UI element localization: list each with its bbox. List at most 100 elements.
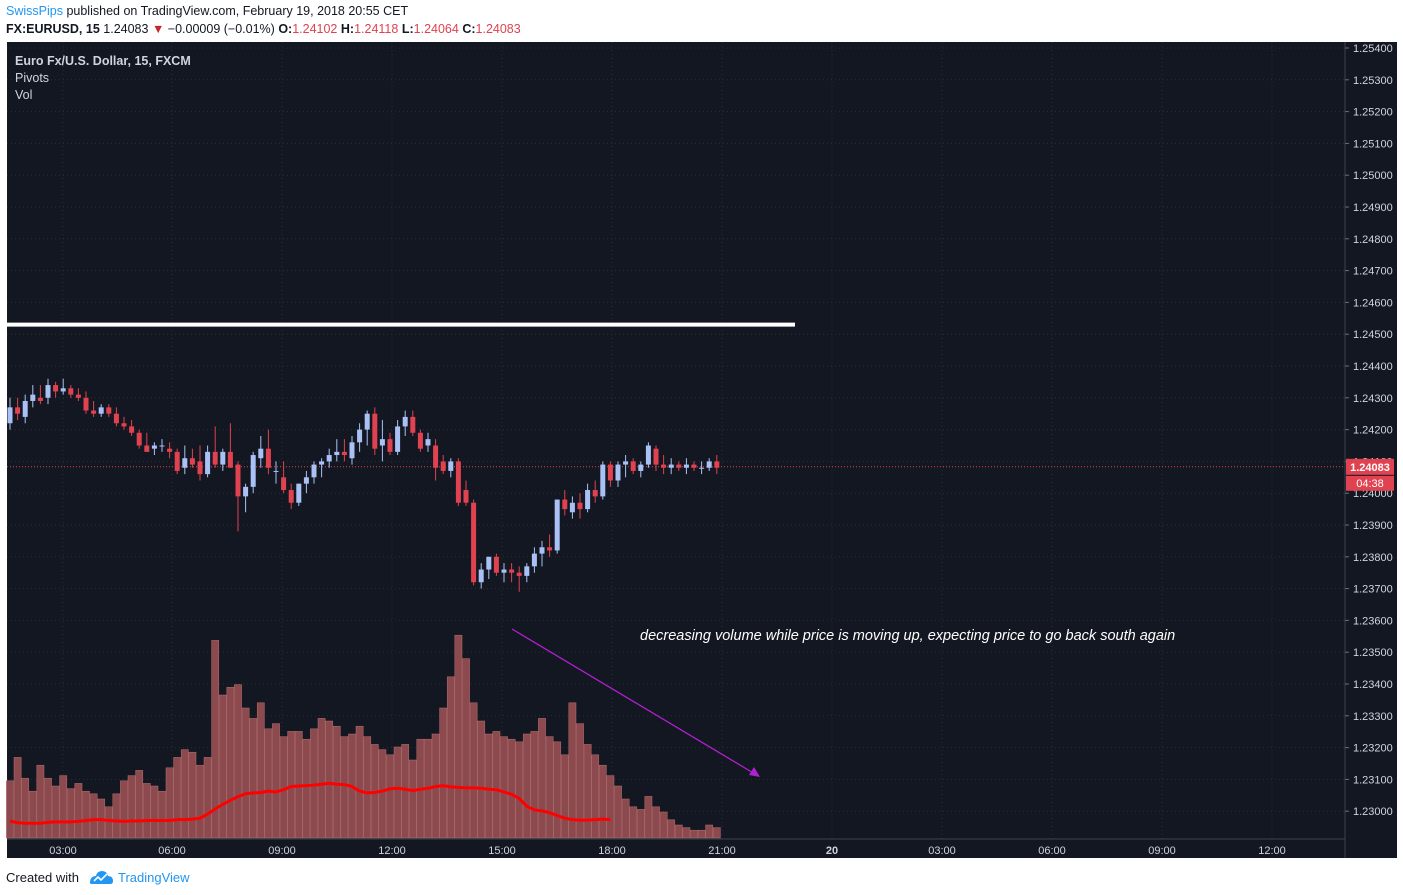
candle-body[interactable] bbox=[569, 502, 575, 513]
candle-body[interactable] bbox=[91, 410, 97, 414]
annotation-arrow[interactable] bbox=[511, 628, 756, 775]
candle-body[interactable] bbox=[714, 461, 720, 468]
candle-body[interactable] bbox=[425, 439, 431, 446]
candle-body[interactable] bbox=[501, 569, 507, 573]
candle-body[interactable] bbox=[706, 461, 712, 468]
candle-body[interactable] bbox=[448, 461, 454, 471]
candle-body[interactable] bbox=[592, 490, 598, 497]
candle-body[interactable] bbox=[379, 439, 385, 446]
candle-body[interactable] bbox=[265, 448, 271, 468]
candle-body[interactable] bbox=[410, 416, 416, 433]
candle-body[interactable] bbox=[326, 455, 332, 462]
candle-body[interactable] bbox=[661, 464, 667, 468]
candle-body[interactable] bbox=[554, 499, 560, 551]
candle-body[interactable] bbox=[402, 416, 408, 427]
candle-body[interactable] bbox=[531, 553, 537, 567]
candle-body[interactable] bbox=[7, 407, 13, 424]
candle-body[interactable] bbox=[364, 413, 370, 430]
candle-body[interactable] bbox=[22, 400, 28, 417]
candle-body[interactable] bbox=[281, 477, 287, 491]
candle-body[interactable] bbox=[463, 490, 469, 503]
candle-body[interactable] bbox=[577, 502, 583, 510]
candle-body[interactable] bbox=[296, 483, 302, 503]
candle-body[interactable] bbox=[83, 397, 89, 411]
candle-body[interactable] bbox=[676, 464, 682, 468]
candle-body[interactable] bbox=[607, 464, 613, 481]
candle-body[interactable] bbox=[668, 464, 674, 468]
candle-body[interactable] bbox=[319, 461, 325, 465]
candle-body[interactable] bbox=[151, 445, 157, 449]
candle-body[interactable] bbox=[683, 464, 689, 468]
candle-body[interactable] bbox=[182, 458, 188, 468]
candle-body[interactable] bbox=[372, 413, 378, 449]
candle-body[interactable] bbox=[600, 464, 606, 497]
candle-body[interactable] bbox=[159, 445, 165, 447]
candle-body[interactable] bbox=[630, 461, 636, 471]
price-chart[interactable]: decreasing volume while price is moving … bbox=[0, 42, 1403, 862]
candle-body[interactable] bbox=[645, 445, 651, 465]
candle-body[interactable] bbox=[30, 394, 36, 401]
candle-body[interactable] bbox=[121, 423, 127, 427]
candle-body[interactable] bbox=[638, 464, 644, 471]
candle-body[interactable] bbox=[144, 445, 150, 452]
annotation-text[interactable]: decreasing volume while price is moving … bbox=[640, 628, 1175, 644]
candle-body[interactable] bbox=[478, 569, 484, 583]
candle-body[interactable] bbox=[516, 572, 522, 576]
candle-body[interactable] bbox=[197, 461, 203, 475]
candle-body[interactable] bbox=[250, 455, 256, 487]
candle-body[interactable] bbox=[220, 451, 226, 465]
candle-body[interactable] bbox=[68, 388, 74, 395]
candle-body[interactable] bbox=[205, 451, 211, 475]
candle-body[interactable] bbox=[395, 426, 401, 452]
candle-body[interactable] bbox=[212, 451, 218, 465]
candle-body[interactable] bbox=[691, 464, 697, 468]
candle-body[interactable] bbox=[334, 451, 340, 456]
tradingview-logo-icon[interactable] bbox=[88, 868, 114, 886]
candle-body[interactable] bbox=[45, 385, 51, 398]
candle-body[interactable] bbox=[60, 388, 66, 392]
candle-body[interactable] bbox=[189, 458, 195, 465]
candle-body[interactable] bbox=[129, 426, 135, 433]
candle-body[interactable] bbox=[486, 556, 492, 570]
legend-pivots[interactable]: Pivots bbox=[15, 71, 49, 85]
candle-body[interactable] bbox=[433, 445, 439, 468]
candle-body[interactable] bbox=[417, 432, 423, 449]
candle-body[interactable] bbox=[699, 467, 705, 469]
candle-body[interactable] bbox=[440, 461, 446, 471]
candle-body[interactable] bbox=[615, 464, 621, 481]
candle-body[interactable] bbox=[547, 547, 553, 551]
candle-body[interactable] bbox=[98, 407, 104, 414]
time-axis[interactable]: 03:00 06:00 09:00 12:00 15:00 18:00 21:00 20 03:… bbox=[49, 845, 1286, 857]
candle-body[interactable] bbox=[37, 397, 43, 401]
candle-body[interactable] bbox=[273, 470, 279, 472]
candle-body[interactable] bbox=[524, 566, 530, 576]
candles[interactable] bbox=[7, 378, 720, 592]
candle-body[interactable] bbox=[623, 461, 629, 465]
candle-body[interactable] bbox=[106, 407, 112, 414]
candle-body[interactable] bbox=[471, 502, 477, 583]
candle-body[interactable] bbox=[493, 556, 499, 573]
candle-body[interactable] bbox=[653, 448, 659, 465]
candle-body[interactable] bbox=[357, 429, 363, 443]
candle-body[interactable] bbox=[243, 486, 249, 497]
tradingview-brand-link[interactable]: TradingView bbox=[118, 870, 190, 885]
candle-body[interactable] bbox=[113, 413, 119, 424]
candle-body[interactable] bbox=[509, 569, 515, 573]
author-link[interactable]: SwissPips bbox=[6, 4, 63, 18]
candle-body[interactable] bbox=[15, 407, 21, 414]
candle-body[interactable] bbox=[539, 547, 545, 554]
candle-body[interactable] bbox=[585, 490, 591, 510]
legend-vol[interactable]: Vol bbox=[15, 88, 32, 102]
candle-body[interactable] bbox=[136, 432, 142, 446]
candle-body[interactable] bbox=[53, 385, 59, 392]
candle-body[interactable] bbox=[258, 448, 264, 459]
candle-body[interactable] bbox=[341, 451, 347, 456]
candle-body[interactable] bbox=[235, 464, 241, 497]
candle-body[interactable] bbox=[303, 477, 309, 484]
candle-body[interactable] bbox=[387, 439, 393, 452]
candle-body[interactable] bbox=[75, 394, 81, 398]
candle-body[interactable] bbox=[455, 461, 461, 503]
candle-body[interactable] bbox=[288, 490, 294, 503]
candle-body[interactable] bbox=[349, 442, 355, 459]
candle-body[interactable] bbox=[167, 448, 173, 452]
